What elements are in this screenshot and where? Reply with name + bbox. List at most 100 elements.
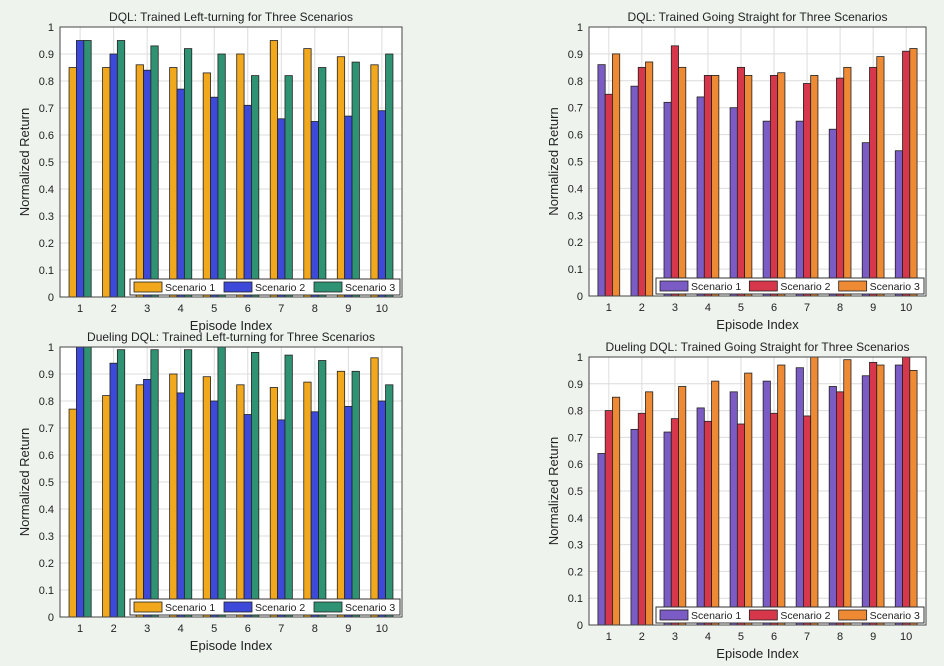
y-tick-label: 0.1 [568, 264, 583, 276]
bar-scenario-2 [836, 391, 845, 626]
bar-scenario-3 [744, 75, 753, 297]
x-tick-label: 2 [639, 302, 645, 314]
bar-scenario-2 [869, 361, 878, 626]
bar-scenario-3 [810, 356, 819, 626]
x-tick-label: 2 [111, 623, 117, 635]
y-tick-label: 0.1 [568, 593, 583, 605]
bar-scenario-3 [711, 75, 720, 297]
bar-scenario-1 [861, 375, 870, 626]
bar-scenario-2 [377, 400, 386, 618]
bar-scenario-3 [150, 45, 159, 298]
bar-scenario-3 [217, 53, 226, 298]
chart-title: Dueling DQL: Trained Left-turning for Th… [87, 330, 375, 344]
bar-scenario-1 [630, 428, 639, 626]
bar-scenario-3 [318, 67, 327, 298]
legend-entry: Scenario 3 [870, 281, 920, 293]
y-tick-label: 0.4 [568, 183, 583, 195]
chart-4: 0 0.1 0.2 0.3 0.4 0.5 0.6 0.7 0.8 0.9 1 1 2 3 4 5 6 7 8 9 10… [546, 340, 927, 661]
bar-scenario-1 [135, 64, 144, 298]
bar-scenario-1 [663, 101, 672, 297]
x-tick-label: 4 [705, 631, 711, 643]
x-tick-label: 7 [278, 303, 284, 315]
bar-scenario-3 [83, 40, 92, 298]
axes-frame [59, 26, 403, 298]
y-tick-label: 0.9 [39, 49, 54, 61]
bar-scenario-3 [183, 349, 193, 618]
bar-scenario-1 [663, 431, 672, 626]
x-tick-label: 10 [900, 631, 912, 643]
x-tick-label: 6 [245, 623, 251, 635]
bar-scenario-2 [736, 423, 746, 626]
legend: Scenario 1 Scenario 2 Scenario 3 [129, 278, 401, 296]
bar-scenario-2 [243, 414, 252, 618]
bar-scenario-1 [269, 387, 279, 618]
bar-scenario-3 [843, 66, 852, 297]
bar-scenario-3 [217, 346, 226, 618]
bar-scenario-2 [803, 415, 812, 626]
bar-scenario-3 [843, 359, 852, 626]
bar-scenario-1 [696, 407, 705, 626]
bar-scenario-3 [876, 56, 885, 297]
x-tick-label: 5 [738, 302, 744, 314]
bar-scenario-2 [769, 75, 779, 297]
bar-scenario-2 [277, 419, 286, 618]
bar-scenario-1 [68, 67, 77, 298]
bar-scenario-3 [284, 75, 293, 298]
bar-scenario-3 [150, 349, 159, 618]
bar-scenario-3 [385, 53, 394, 298]
y-tick-label: 1 [577, 22, 583, 34]
chart-title: Dueling DQL: Trained Going Straight for … [606, 340, 910, 354]
x-tick-label: 5 [211, 623, 217, 635]
y-axis-label: Normalized Return [546, 107, 561, 215]
bar-scenario-1 [102, 395, 111, 618]
bar-scenario-3 [351, 61, 360, 298]
legend: Scenario 1 Scenario 2 Scenario 3 [655, 606, 925, 624]
y-tick-label: 0.5 [39, 477, 54, 489]
chart-1: 0 0.1 0.2 0.3 0.4 0.5 0.6 0.7 0.8 0.9 1 1 2 3 4 5 6 7 8 9 10… [17, 10, 403, 333]
y-tick-label: 0.2 [39, 558, 54, 570]
bar-scenario-1 [68, 408, 77, 618]
bar-scenario-2 [703, 420, 712, 626]
legend-entry: Scenario 1 [165, 282, 215, 294]
chart-title: DQL: Trained Left-turning for Three Scen… [109, 10, 353, 24]
legend-swatch [313, 281, 343, 293]
bar-scenario-2 [637, 412, 646, 626]
bar-scenario-1 [795, 367, 804, 626]
bar-scenario-3 [183, 48, 193, 298]
bar-scenario-1 [102, 67, 111, 298]
bar-scenario-1 [135, 384, 144, 618]
bar-scenario-3 [251, 351, 260, 618]
axes-frame [588, 356, 927, 626]
bar-scenario-3 [678, 66, 687, 297]
bar-scenario-1 [269, 40, 279, 298]
bar-scenario-3 [810, 75, 819, 297]
x-tick-label: 6 [771, 302, 777, 314]
bar-scenario-2 [344, 115, 353, 298]
bar-scenario-2 [310, 411, 319, 618]
bar-scenario-3 [612, 396, 621, 626]
bar-scenario-3 [678, 386, 687, 626]
chart-title: DQL: Trained Going Straight for Three Sc… [628, 10, 888, 24]
bar-scenario-1 [202, 72, 211, 298]
y-tick-label: 0.7 [568, 103, 583, 115]
x-tick-label: 4 [178, 303, 184, 315]
bar-scenario-2 [344, 405, 353, 618]
y-tick-label: 0.8 [568, 76, 583, 88]
x-tick-label: 5 [211, 303, 217, 315]
bar-scenario-1 [861, 142, 870, 297]
x-tick-label: 3 [144, 303, 150, 315]
bar-scenario-2 [736, 66, 746, 297]
x-tick-label: 3 [672, 302, 678, 314]
legend-entry: Scenario 3 [870, 610, 920, 622]
legend-swatch [133, 601, 163, 613]
y-tick-label: 0.1 [39, 585, 54, 597]
x-tick-label: 5 [738, 631, 744, 643]
bar-scenario-3 [744, 372, 753, 626]
y-tick-label: 0.9 [568, 49, 583, 61]
bar-scenario-1 [370, 64, 379, 298]
bar-scenario-1 [303, 48, 312, 298]
x-axis-label: Episode Index [190, 638, 273, 653]
bar-scenario-2 [869, 66, 878, 297]
bar-scenario-2 [902, 50, 911, 297]
x-tick-label: 9 [870, 302, 876, 314]
